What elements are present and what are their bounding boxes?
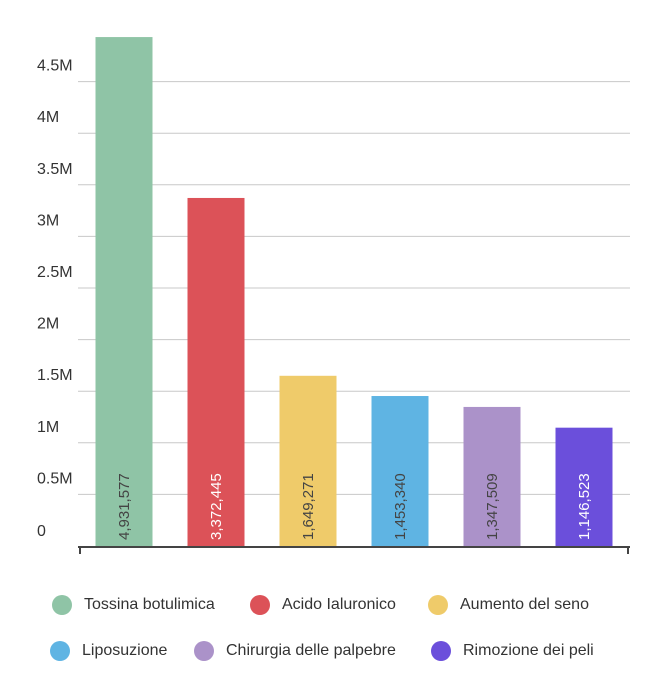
y-tick-label: 3M — [37, 212, 59, 229]
y-tick-label: 2.5M — [37, 264, 73, 281]
legend-item[interactable]: Chirurgia delle palpebre — [194, 638, 396, 664]
bar — [187, 197, 245, 546]
legend-swatch — [52, 595, 72, 615]
y-tick-label: 2M — [37, 316, 59, 333]
bar-chart: 0 0.5M 1M 1.5M 2M 2.5M 3M 3.5M 4M 4.5M 4,931,577 3… — [37, 37, 630, 554]
legend-swatch — [431, 641, 451, 661]
legend-label: Liposuzione — [82, 642, 168, 659]
bar — [555, 427, 613, 546]
grid-lines — [78, 81, 630, 495]
bar-value-label: 3,372,445 — [208, 473, 225, 540]
y-axis-ticks: 0 0.5M 1M 1.5M 2M 2.5M 3M 3.5M 4M 4.5M — [37, 58, 73, 540]
bar-value-label: 1,649,271 — [300, 473, 317, 540]
y-tick-label: 4.5M — [37, 58, 73, 75]
legend-swatch — [250, 595, 270, 615]
bar — [371, 396, 429, 546]
legend: Tossina botulimica Acido Ialuronico Aument… — [0, 580, 668, 690]
legend-item[interactable]: Acido Ialuronico — [250, 592, 396, 618]
bar-value-label: 1,347,509 — [484, 473, 501, 540]
legend-label: Aumento del seno — [460, 596, 589, 613]
y-tick-label: 0 — [37, 523, 46, 540]
legend-item[interactable]: Aumento del seno — [428, 592, 589, 618]
legend-label: Rimozione dei peli — [463, 642, 594, 659]
legend-item[interactable]: Rimozione dei peli — [431, 638, 594, 664]
legend-swatch — [428, 595, 448, 615]
legend-swatch — [194, 641, 214, 661]
legend-swatch — [50, 641, 70, 661]
bar — [95, 37, 153, 547]
bar — [463, 406, 521, 546]
bars: 4,931,577 3,372,445 1,649,271 1,453,340 1,34… — [95, 37, 613, 547]
bar-value-label: 4,931,577 — [116, 473, 133, 540]
legend-label: Acido Ialuronico — [282, 596, 396, 613]
bar-value-label: 1,146,523 — [576, 473, 593, 540]
y-tick-label: 0.5M — [37, 470, 73, 487]
bar-value-label: 1,453,340 — [392, 473, 409, 540]
legend-item[interactable]: Liposuzione — [50, 638, 167, 664]
legend-item[interactable]: Tossina botulimica — [52, 592, 215, 618]
bar — [279, 375, 337, 546]
legend-label: Chirurgia delle palpebre — [226, 642, 396, 659]
legend-label: Tossina botulimica — [84, 596, 215, 613]
y-tick-label: 4M — [37, 109, 59, 126]
y-tick-label: 1M — [37, 419, 59, 436]
y-tick-label: 1.5M — [37, 367, 73, 384]
x-axis — [78, 546, 630, 554]
y-tick-label: 3.5M — [37, 161, 73, 178]
